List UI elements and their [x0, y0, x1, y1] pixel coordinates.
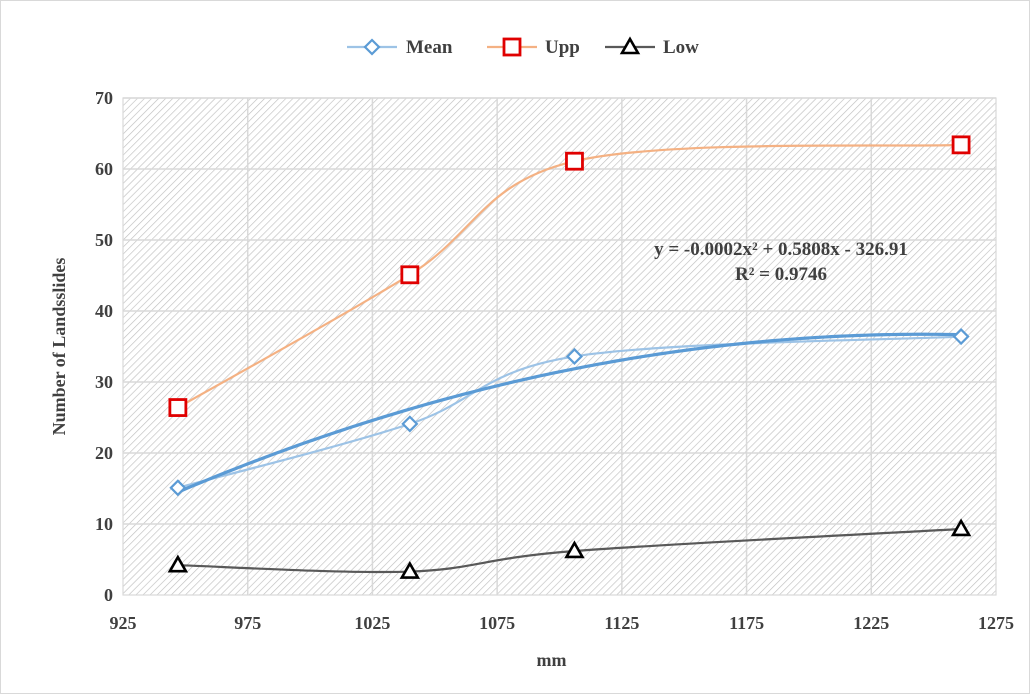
- x-tick-label: 1175: [729, 613, 764, 633]
- data-point-mean: [565, 347, 584, 365]
- data-point-upp: [951, 135, 971, 155]
- data-point-upp: [400, 265, 420, 285]
- data-point-low: [167, 554, 189, 573]
- y-tick-label: 40: [95, 301, 113, 321]
- y-tick-label: 10: [95, 514, 113, 534]
- data-point-low: [399, 560, 421, 579]
- plot-border: [122, 97, 997, 596]
- x-tick-label: 925: [110, 613, 137, 633]
- plot-area: [123, 98, 996, 595]
- data-point-upp: [565, 151, 584, 171]
- y-tick-label: 20: [95, 443, 113, 463]
- x-tick-label: 1125: [604, 613, 639, 633]
- data-point-mean: [169, 479, 187, 497]
- trendline-r-squared: R² = 0.9746: [735, 264, 827, 285]
- series-line-low: [177, 527, 962, 574]
- legend-marker-mean: [363, 38, 381, 56]
- data-point-mean: [401, 415, 419, 433]
- data-point-low: [564, 540, 585, 559]
- y-tick-label: 60: [95, 159, 113, 179]
- legend-label-mean: Mean: [406, 37, 453, 58]
- legend-label-low: Low: [663, 37, 699, 58]
- y-tick-label: 30: [95, 372, 113, 392]
- y-tick-label: 0: [104, 585, 113, 605]
- x-tick-label: 1275: [978, 613, 1014, 633]
- data-point-low: [950, 518, 972, 537]
- legend-marker-upp: [502, 37, 522, 57]
- trendline-mean: [177, 332, 962, 494]
- y-axis-title: Number of Landsslides: [49, 258, 69, 436]
- x-tick-label: 1225: [853, 613, 889, 633]
- y-tick-label: 50: [95, 230, 113, 250]
- y-tick-label: 70: [95, 88, 113, 108]
- legend-label-upp: Upp: [545, 37, 580, 58]
- x-tick-label: 1025: [354, 613, 390, 633]
- x-tick-label: 975: [234, 613, 261, 633]
- trendline-equation: y = -0.0002x² + 0.5808x - 326.91: [654, 239, 908, 260]
- data-point-mean: [952, 328, 970, 346]
- series-line-upp: [177, 143, 962, 409]
- series-line-mean: [177, 335, 962, 489]
- x-axis-title: mm: [537, 650, 567, 670]
- data-point-upp: [168, 398, 188, 417]
- legend-marker-low: [619, 36, 641, 55]
- x-tick-label: 1075: [479, 613, 515, 633]
